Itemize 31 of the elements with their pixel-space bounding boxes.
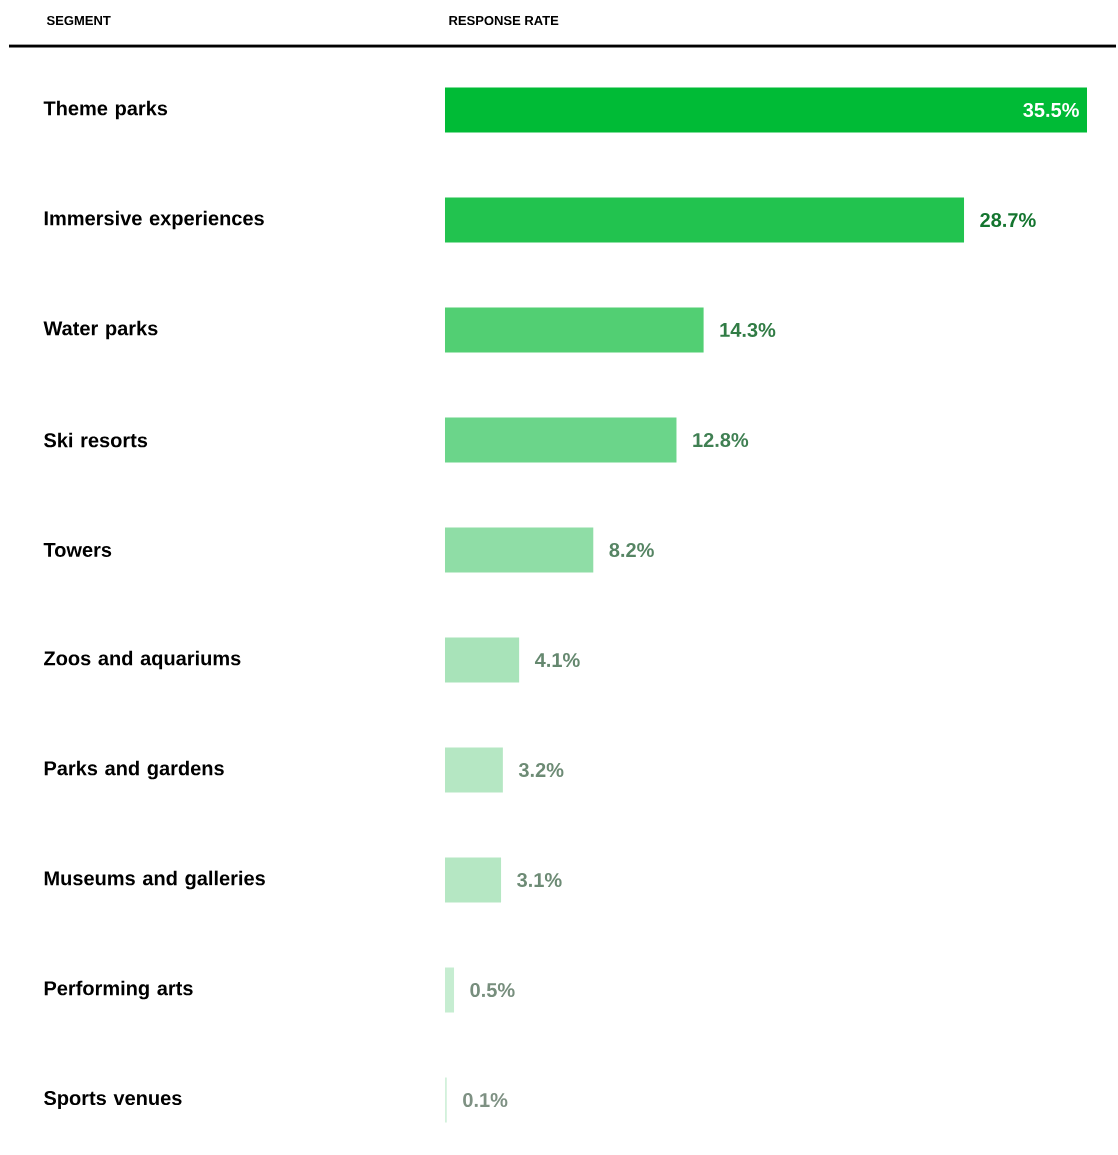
data-label: 0.1% [463, 1092, 508, 1108]
y-tick-label: Ski resorts [44, 432, 148, 448]
bar [445, 637, 520, 683]
bar [445, 87, 1088, 133]
data-label: 4.1% [535, 652, 580, 668]
bar [445, 417, 677, 463]
y-tick-label: Water parks [43, 320, 158, 340]
y-tick-label: Towers [43, 543, 112, 557]
data-label: 8.2% [609, 542, 655, 558]
bar [445, 307, 704, 353]
data-label: 12.8% [693, 432, 749, 448]
y-tick-label: Parks and gardens [45, 760, 225, 780]
x-axis-title: RESPONSE RATE [449, 15, 559, 26]
y-tick-label: Zoos and aquariums [44, 650, 241, 670]
bar [445, 967, 455, 1013]
bar [445, 747, 504, 793]
y-tick-label: Museums and galleries [45, 870, 266, 890]
bar [445, 527, 594, 573]
data-label: 35.5% [1023, 102, 1080, 118]
data-label: 0.5% [470, 982, 515, 998]
bar [445, 197, 965, 243]
data-label: 3.1% [517, 872, 562, 888]
y-axis-title: SEGMENT [47, 15, 111, 26]
y-tick-label: Sports venues [44, 1090, 182, 1110]
bar [445, 857, 502, 903]
data-label: 3.2% [519, 762, 564, 778]
y-tick-label: Immersive experiences [45, 210, 265, 230]
data-label: 14.3% [720, 322, 776, 338]
y-tick-label: Theme parks [43, 100, 168, 120]
data-label: 28.7% [980, 212, 1036, 228]
y-tick-label: Performing arts [45, 980, 193, 1000]
